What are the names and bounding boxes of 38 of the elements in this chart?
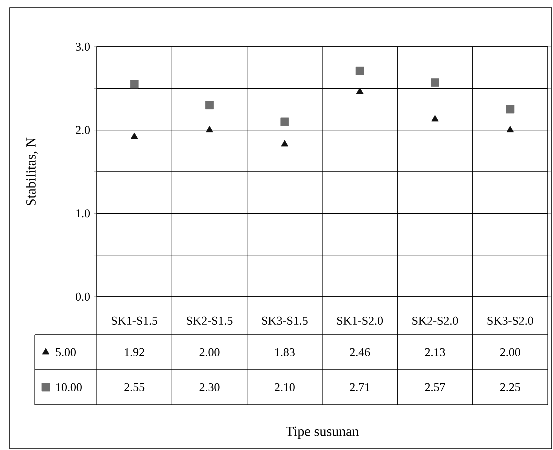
text: Tipe susunan [286, 426, 360, 440]
data-label: 2.71 [350, 383, 370, 392]
data-label: 2.55 [124, 383, 145, 392]
data-label: 1.92 [125, 348, 144, 357]
data-label: 2.13 [425, 348, 446, 357]
x-tick-label: SK2-S1.5 [187, 316, 233, 326]
point [356, 66, 364, 76]
data-label: 2.00 [500, 348, 520, 357]
point [281, 140, 289, 147]
legend-label: 10.00 [56, 383, 82, 392]
y-axis-title: Stabilitas, N [26, 138, 38, 206]
point [130, 132, 138, 140]
point [130, 80, 139, 89]
point [356, 88, 364, 94]
point [206, 101, 214, 110]
x-tick-label: SK1-S2.0 [337, 316, 384, 326]
y-tick-label: 2.0 [76, 126, 90, 134]
y-tick-label: 0.0 [76, 292, 90, 302]
x-tick-label: SK3-S1.5 [262, 316, 308, 326]
data-label: 2.57 [425, 383, 446, 392]
y-tick-label: 3.0 [76, 42, 90, 52]
data-label: 2.00 [200, 348, 220, 357]
point [432, 115, 439, 122]
x-tick-label: SK3-S2.0 [488, 316, 534, 326]
point [506, 105, 515, 114]
x-tick-label: SK1-S1.5 [112, 316, 158, 326]
legend-label: 5.00 [56, 348, 76, 357]
y-tick-label: 1.0 [76, 210, 90, 218]
x-tick-label: SK2-S2.0 [412, 316, 458, 326]
point [206, 126, 214, 133]
point [431, 78, 440, 88]
data-label: 2.46 [350, 348, 370, 357]
data-label: 2.25 [500, 383, 520, 392]
data-label: 2.10 [274, 383, 295, 392]
data-label: 1.83 [276, 348, 295, 357]
point [280, 118, 290, 126]
data-label: 2.30 [200, 383, 220, 392]
point [506, 126, 514, 133]
